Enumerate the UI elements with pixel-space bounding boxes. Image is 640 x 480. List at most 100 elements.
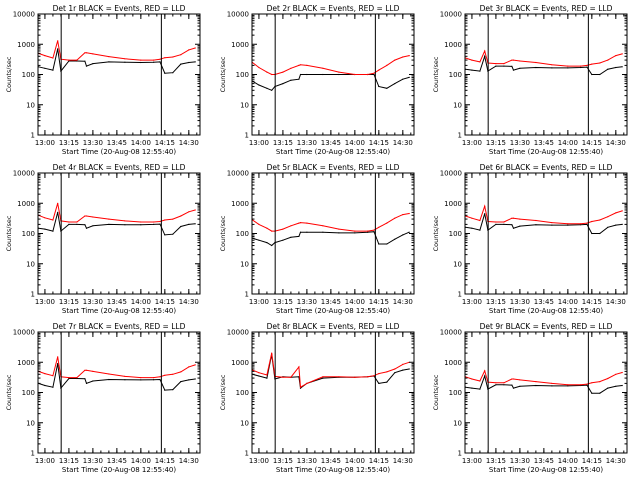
x-tick-label: 13:30 [510, 298, 530, 306]
data-point [479, 61, 481, 63]
data-point [599, 62, 601, 64]
data-point [615, 385, 617, 387]
panel-title: Det 5r BLACK = Events, RED = LLD [267, 163, 400, 172]
data-point [354, 376, 356, 378]
data-point [495, 384, 497, 386]
data-point [495, 63, 497, 65]
data-point [266, 374, 268, 376]
x-tick-label: 13:45 [534, 457, 554, 465]
data-point [271, 89, 273, 91]
y-tick-label: 10000 [13, 170, 35, 178]
data-point [519, 67, 521, 69]
series-line-events [252, 231, 410, 247]
chart-panel: 1 10 100 1000 10000 13:00 13:15 13:30 13:45 14:00… [432, 163, 628, 315]
x-tick-label: 13:15 [273, 139, 293, 147]
y-axis-label: Counts/sec [219, 215, 227, 251]
data-point [85, 215, 88, 217]
data-point [172, 373, 174, 375]
data-point [298, 366, 300, 368]
y-tick-label: 1000 [17, 200, 35, 208]
y-tick-label: 1 [31, 291, 35, 299]
y-tick-label: 1 [31, 450, 35, 458]
data-point [621, 66, 623, 68]
data-point [44, 217, 46, 219]
data-point [188, 61, 190, 64]
data-point [511, 65, 513, 67]
data-point [322, 231, 324, 233]
data-point [621, 223, 623, 225]
data-point [567, 223, 569, 225]
data-point [512, 387, 515, 389]
data-point [188, 211, 190, 213]
data-point [85, 65, 88, 67]
x-tick-label: 14:30 [393, 457, 413, 465]
data-point [386, 87, 388, 89]
data-point [153, 379, 155, 381]
data-point [495, 221, 497, 223]
series-line-lld [38, 40, 196, 61]
x-tick-label: 13:30 [83, 139, 103, 147]
data-point [511, 378, 513, 380]
data-point [52, 375, 54, 377]
data-point [402, 56, 404, 58]
data-point [402, 214, 404, 216]
data-point [378, 243, 380, 245]
y-tick-label: 10 [26, 260, 35, 268]
data-point [479, 70, 481, 72]
data-point [159, 220, 161, 223]
panel-title: Det 6r BLACK = Events, RED = LLD [480, 163, 613, 172]
x-tick-label: 13:45 [107, 298, 127, 306]
y-axis-label: Counts/sec [432, 56, 440, 92]
data-point [367, 376, 369, 378]
panel-title: Det 4r BLACK = Events, RED = LLD [53, 163, 186, 172]
data-point [503, 63, 505, 65]
data-point [402, 369, 404, 371]
data-point [172, 389, 174, 391]
x-tick-label: 14:00 [558, 139, 578, 147]
x-tick-label: 14:15 [155, 139, 175, 147]
data-point [108, 56, 110, 58]
data-point [338, 73, 340, 76]
data-point [484, 370, 486, 372]
data-point [180, 225, 182, 228]
y-tick-label: 10 [26, 419, 35, 427]
data-point [271, 230, 273, 232]
series-line-lld [252, 352, 410, 389]
y-tick-label: 10000 [227, 329, 249, 337]
data-point [76, 377, 78, 380]
data-point [580, 223, 582, 225]
x-tick-label: 14:30 [393, 139, 413, 147]
data-point [519, 379, 521, 381]
data-point [386, 243, 388, 245]
data-point [52, 57, 54, 59]
data-point [290, 79, 292, 81]
x-axis-label: Start Time (20-Aug-08 12:55:40) [62, 148, 176, 156]
data-point [402, 363, 404, 365]
data-point [92, 370, 94, 372]
data-point [354, 232, 356, 234]
x-tick-label: 14:15 [369, 457, 389, 465]
y-tick-label: 1 [31, 132, 35, 140]
data-point [164, 374, 166, 376]
data-point [338, 232, 340, 234]
data-point [367, 73, 369, 76]
data-point [471, 378, 473, 380]
data-point [68, 377, 70, 380]
data-point [621, 210, 623, 212]
data-point [164, 72, 166, 74]
data-point [512, 378, 515, 380]
data-point [567, 385, 569, 387]
series-line-lld [252, 213, 410, 232]
data-point [153, 61, 155, 63]
x-tick-label: 13:00 [35, 298, 55, 306]
data-point [615, 224, 617, 226]
x-tick-label: 13:00 [249, 457, 269, 465]
data-point [258, 223, 260, 225]
x-tick-label: 13:15 [486, 298, 506, 306]
data-point [266, 377, 268, 379]
x-tick-label: 13:45 [321, 139, 341, 147]
x-tick-label: 13:15 [273, 457, 293, 465]
data-point [551, 64, 553, 66]
data-point [503, 382, 505, 384]
data-point [386, 222, 388, 224]
